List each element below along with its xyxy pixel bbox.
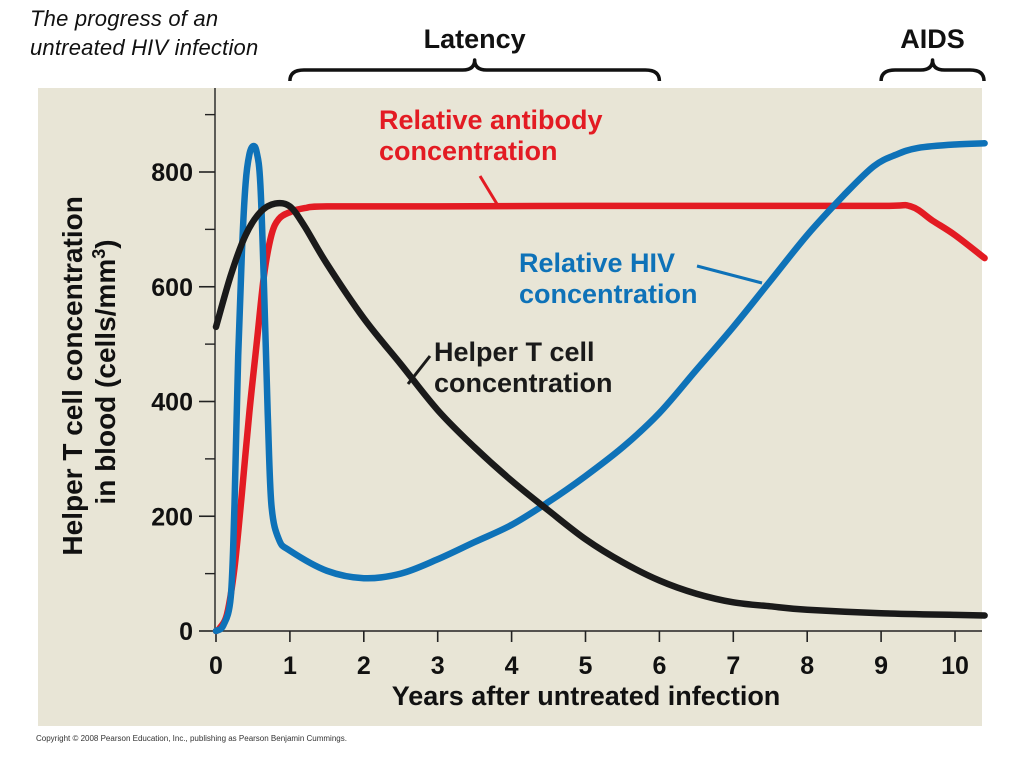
x-tick-label: 6 [652, 652, 666, 680]
helper-t-cell-series-label: Helper T cell concentration [434, 337, 613, 398]
hiv-series-label-leader [696, 264, 763, 285]
antibody-series-line [212, 201, 988, 635]
x-tick-label: 0 [209, 652, 223, 680]
x-axis: 0 1 2 3 4 5 6 7 8 9 10 [209, 630, 982, 680]
y-tick-label: 800 [151, 159, 193, 187]
x-tick-label: 7 [726, 652, 740, 680]
hiv-series-label-line: concentration [519, 279, 698, 309]
y-axis: 0 200 400 600 800 [151, 88, 216, 646]
y-tick-label: 400 [151, 389, 193, 417]
antibody-series-label-line: concentration [379, 136, 558, 166]
hiv-series-label-line: Relative HIV [519, 248, 675, 278]
helper-t-cell-series-label-line: Helper T cell [434, 337, 595, 367]
x-tick-label: 1 [283, 652, 297, 680]
x-tick-label: 10 [941, 652, 969, 680]
x-tick-label: 3 [431, 652, 445, 680]
x-axis-title: Years after untreated infection [392, 681, 781, 711]
caption-line-1: The progress of an [30, 6, 219, 31]
x-tick-label: 5 [579, 652, 593, 680]
caption-line-2: untreated HIV infection [30, 35, 259, 60]
x-tick-label: 4 [505, 652, 519, 680]
period-annotations: Latency AIDS [288, 24, 986, 82]
series-lines [212, 140, 988, 635]
x-tick-label: 2 [357, 652, 371, 680]
x-tick-label: 8 [800, 652, 814, 680]
period-brace [288, 58, 662, 82]
y-tick-label: 200 [151, 503, 193, 531]
y-tick-label: 600 [151, 274, 193, 302]
x-tick-label: 9 [874, 652, 888, 680]
chart-caption: The progress of an untreated HIV infecti… [30, 4, 258, 62]
plot-background [38, 88, 982, 726]
y-axis-title-close-paren: ) [90, 239, 121, 248]
period-label: Latency [424, 24, 526, 54]
period-label: AIDS [900, 24, 965, 54]
copyright-notice: Copyright © 2008 Pearson Education, Inc.… [36, 734, 347, 743]
antibody-series-label-leader [478, 175, 499, 205]
antibody-series-label-line: Relative antibody [379, 105, 603, 135]
y-axis-title: Helper T cell concentration in blood (ce… [57, 188, 121, 555]
y-axis-title-superscript: 3 [89, 249, 109, 259]
hiv-series-label: Relative HIV concentration [519, 248, 698, 309]
period-brace [879, 58, 986, 82]
helper-t-cell-series-label-leader [406, 355, 432, 385]
helper-t-cell-series-label-line: concentration [434, 368, 613, 398]
helper-t-cell-series-line [212, 199, 988, 619]
antibody-series-label: Relative antibody concentration [379, 105, 603, 166]
y-axis-title-line-1: Helper T cell concentration [57, 196, 88, 555]
y-tick-label: 0 [179, 618, 193, 646]
y-axis-title-line-2: in blood (cells/mm [90, 259, 121, 505]
